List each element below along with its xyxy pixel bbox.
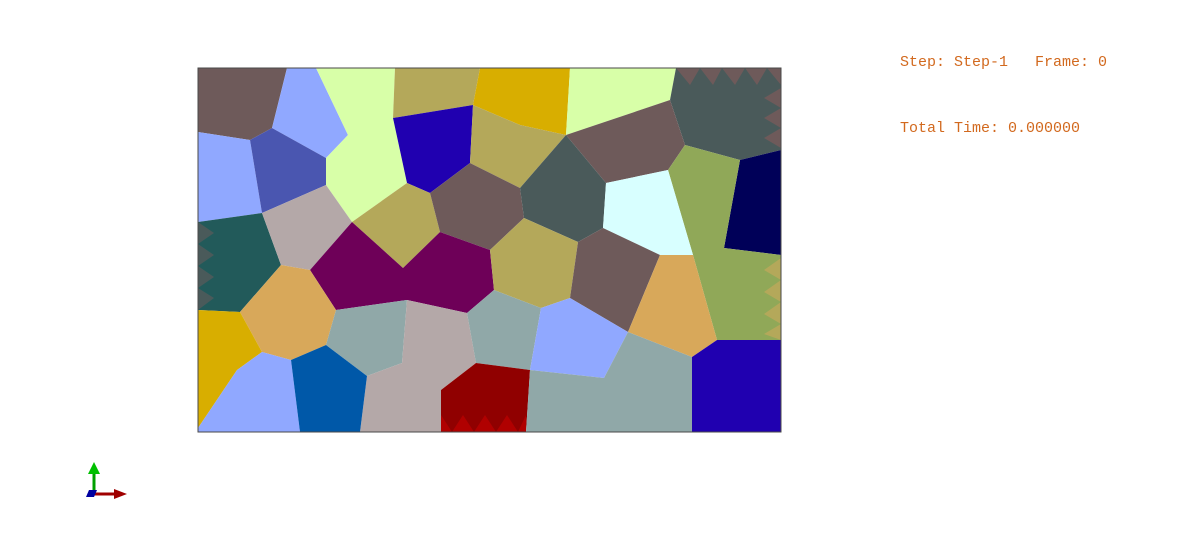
grain xyxy=(360,300,476,432)
grain xyxy=(393,68,480,118)
status-overlay: Step: Step-1 Frame: 0 Total Time: 0.0000… xyxy=(900,8,1107,162)
grain xyxy=(668,145,781,340)
edge-detail xyxy=(764,258,781,340)
edge-detail xyxy=(764,88,781,148)
edge-detail xyxy=(676,68,781,85)
grain xyxy=(520,135,606,242)
voronoi-grain-mesh xyxy=(197,67,782,433)
model-outline xyxy=(197,67,782,433)
grain xyxy=(198,213,281,312)
grain xyxy=(272,68,348,158)
y-axis-arrowhead xyxy=(88,462,100,474)
edge-detail xyxy=(198,222,214,310)
grain xyxy=(441,363,530,432)
status-total-time: Total Time: 0.000000 xyxy=(900,120,1081,137)
grain xyxy=(566,68,676,135)
grain xyxy=(467,290,541,370)
grain xyxy=(490,218,578,308)
grain xyxy=(326,300,407,376)
z-axis-marker xyxy=(86,490,97,497)
status-step-frame: Step: Step-1 Frame: 0 xyxy=(900,54,1108,71)
grain xyxy=(570,228,660,332)
coordinate-triad xyxy=(86,462,127,499)
grain xyxy=(692,340,781,432)
x-axis-arrowhead xyxy=(114,489,127,499)
grain xyxy=(198,310,262,428)
grain xyxy=(628,255,717,357)
grain xyxy=(316,68,407,222)
grain xyxy=(250,128,326,213)
grain xyxy=(603,170,693,255)
grain xyxy=(198,132,262,222)
grain xyxy=(526,332,692,432)
grain xyxy=(262,185,352,270)
grain xyxy=(240,265,336,360)
grain xyxy=(430,163,524,250)
grain xyxy=(566,100,685,183)
grain xyxy=(352,183,440,268)
grain xyxy=(291,345,367,432)
edge-detail xyxy=(441,415,526,432)
grain xyxy=(670,68,781,160)
grain xyxy=(393,105,473,193)
grain xyxy=(198,352,300,432)
grain xyxy=(473,68,570,135)
grain xyxy=(470,105,566,188)
grain xyxy=(724,150,781,255)
grain xyxy=(530,298,628,378)
grain xyxy=(310,222,494,313)
grain xyxy=(198,68,287,140)
